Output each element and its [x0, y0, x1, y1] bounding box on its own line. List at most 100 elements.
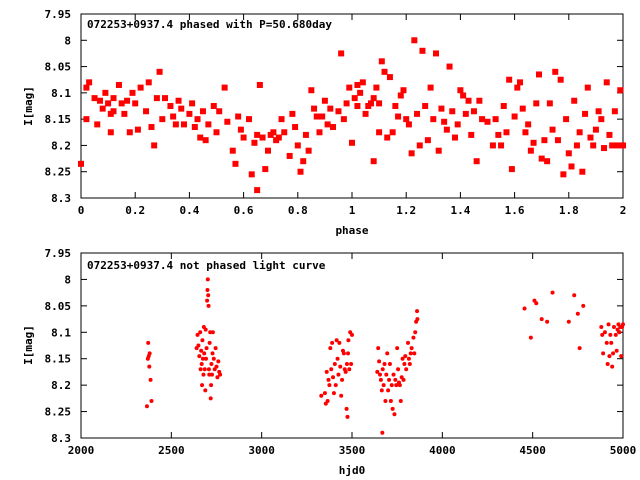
data-point	[210, 330, 215, 335]
data-point	[528, 335, 533, 340]
y-axis-label-phased: I[mag]	[22, 86, 35, 126]
x-tick-label: 1.4	[450, 204, 470, 217]
data-point	[415, 317, 420, 322]
data-point	[398, 399, 403, 403]
data-point	[107, 129, 114, 136]
data-point	[281, 129, 288, 136]
data-point	[335, 108, 342, 115]
data-point	[186, 110, 193, 117]
data-point	[595, 108, 602, 115]
data-point	[503, 129, 510, 136]
data-point	[545, 319, 550, 324]
data-point	[554, 137, 561, 144]
data-point	[560, 171, 567, 178]
y-tick-label: 8	[64, 273, 71, 286]
data-point	[401, 377, 406, 382]
data-point	[259, 134, 266, 141]
data-point	[105, 100, 112, 107]
data-point	[240, 134, 247, 141]
data-point	[326, 377, 331, 382]
data-point	[246, 116, 253, 123]
data-point	[316, 129, 323, 136]
data-point	[527, 147, 534, 154]
data-point	[600, 332, 605, 337]
data-point	[404, 367, 409, 372]
data-point	[470, 108, 477, 115]
data-point	[457, 87, 464, 94]
data-point	[427, 84, 434, 91]
data-point	[563, 116, 570, 123]
data-point	[341, 351, 346, 356]
data-point	[573, 142, 580, 149]
data-point	[400, 356, 405, 361]
data-point	[205, 121, 212, 128]
data-point	[506, 76, 513, 83]
data-point	[144, 404, 149, 409]
data-point	[328, 346, 333, 351]
data-point	[492, 116, 499, 123]
data-point	[180, 121, 187, 128]
data-point	[392, 103, 399, 109]
data-point	[339, 393, 344, 398]
data-point	[412, 351, 417, 356]
y-tick-label: 8.25	[45, 166, 72, 179]
data-point	[215, 375, 220, 380]
data-point	[411, 335, 416, 340]
data-point	[392, 412, 397, 417]
x-tick-label: 3500	[339, 444, 366, 457]
y-tick-label: 8.3	[51, 432, 71, 445]
data-point	[333, 383, 338, 388]
data-point	[201, 372, 206, 377]
data-point	[406, 356, 411, 361]
data-point	[206, 303, 211, 308]
data-point	[191, 124, 198, 131]
data-point	[519, 105, 526, 112]
data-point	[204, 346, 209, 351]
plot-frame-phased	[80, 13, 624, 199]
x-tick-label: 2	[620, 204, 627, 217]
data-point	[538, 155, 545, 162]
data-point	[216, 359, 221, 364]
data-point	[599, 325, 604, 329]
y-tick-label: 8.2	[51, 379, 71, 392]
data-point	[207, 340, 212, 345]
data-point	[83, 116, 90, 123]
data-point	[607, 354, 612, 359]
data-point	[145, 79, 152, 86]
data-point	[121, 110, 128, 117]
data-point	[617, 330, 622, 335]
data-point	[254, 131, 261, 138]
data-point	[608, 332, 613, 337]
data-point	[324, 121, 331, 128]
data-point	[601, 145, 608, 152]
data-point	[385, 351, 390, 356]
y-tick-label: 8.1	[51, 87, 71, 100]
data-point	[533, 100, 540, 107]
data-point	[324, 369, 329, 374]
data-point	[495, 131, 502, 138]
data-point	[172, 121, 179, 128]
data-point	[327, 383, 332, 388]
data-point	[346, 351, 351, 356]
data-point	[390, 406, 395, 411]
data-point	[376, 100, 383, 107]
data-point	[614, 142, 621, 149]
data-point	[373, 84, 380, 91]
data-point	[378, 377, 383, 382]
data-point	[571, 97, 578, 104]
x-tick-label: 0.6	[234, 204, 254, 217]
data-point	[313, 113, 320, 120]
data-point	[203, 327, 208, 332]
data-point	[383, 399, 388, 403]
data-point	[143, 108, 150, 115]
data-point	[343, 100, 350, 107]
data-point	[430, 116, 437, 123]
data-point	[354, 81, 361, 88]
data-point	[479, 116, 486, 123]
data-point	[584, 84, 591, 91]
data-point	[535, 71, 542, 78]
data-point	[609, 340, 614, 345]
data-point	[377, 359, 382, 364]
data-point	[610, 364, 615, 369]
data-point	[414, 110, 421, 117]
